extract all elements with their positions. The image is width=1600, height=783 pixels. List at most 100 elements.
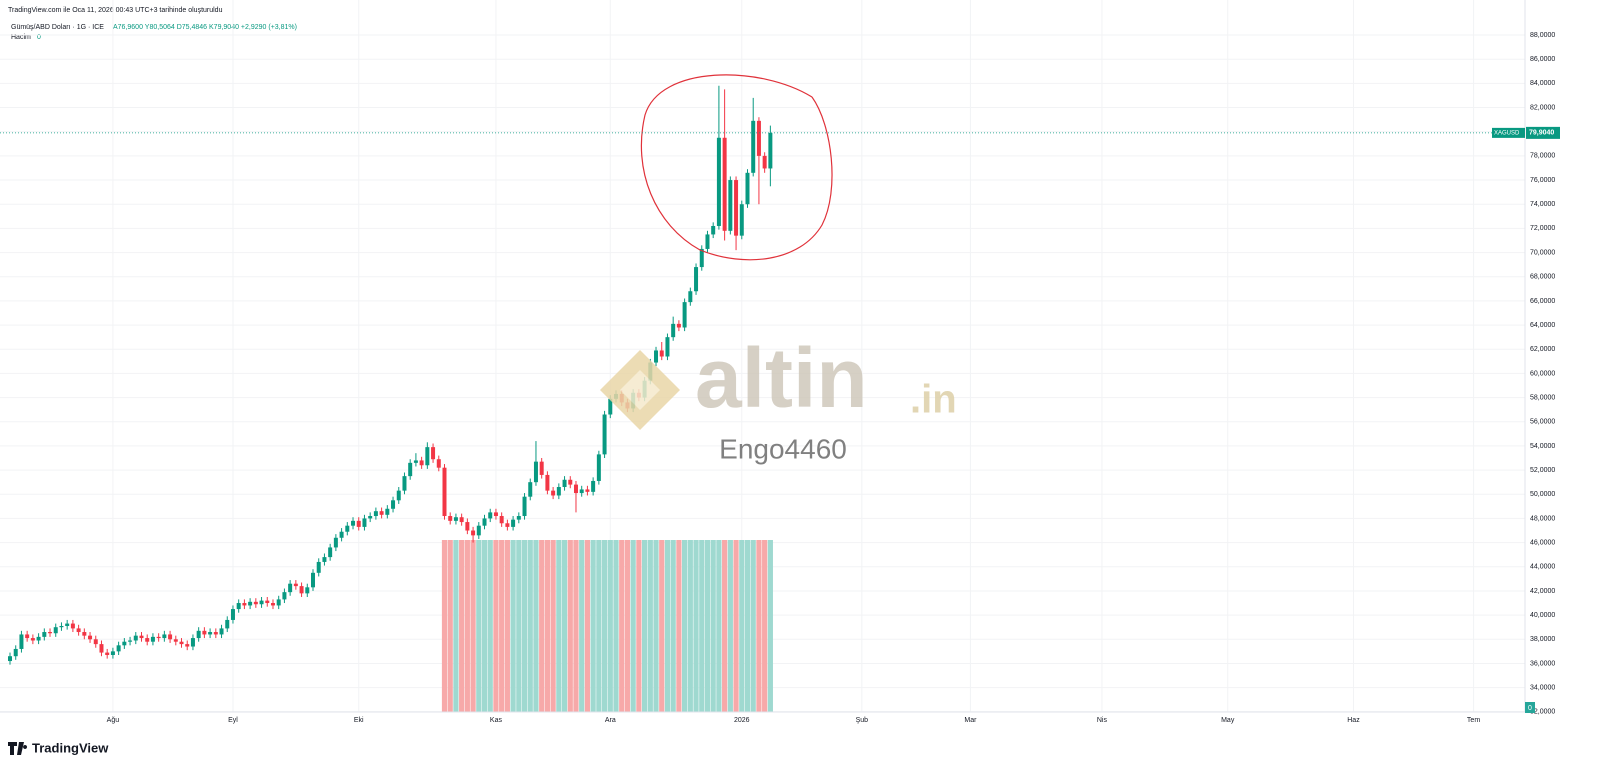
watermark-suffix: .in — [910, 378, 957, 422]
candle-body — [665, 337, 670, 357]
volume-bar — [624, 540, 631, 712]
candle-body — [230, 609, 235, 620]
candle-body — [305, 587, 310, 594]
volume-bar — [470, 540, 476, 712]
candle-body — [408, 462, 413, 477]
volume-bar — [573, 540, 579, 712]
volume-bar — [699, 540, 705, 712]
candle-body — [716, 137, 721, 226]
volume-bar — [561, 540, 568, 712]
candle-body — [528, 482, 533, 497]
y-tick-label: 62,0000 — [1530, 346, 1555, 353]
candle-body — [585, 489, 590, 492]
watermark-user: Engo4460 — [719, 433, 847, 464]
candle-body — [82, 632, 87, 636]
candle-body — [493, 512, 498, 517]
candle-body — [756, 120, 761, 156]
candle-body — [293, 583, 298, 587]
x-tick-label: Haz — [1347, 717, 1360, 724]
volume-bar — [590, 540, 596, 712]
candle-body — [471, 530, 476, 536]
candle-body — [133, 635, 138, 641]
candle-body — [288, 583, 293, 593]
volume-bar — [733, 540, 739, 712]
candle-body — [573, 484, 578, 494]
volume-bar — [521, 540, 528, 712]
y-tick-label: 84,0000 — [1530, 80, 1555, 87]
candle-body — [562, 479, 567, 488]
y-tick-label: 32,0000 — [1530, 709, 1555, 716]
candle-body — [156, 636, 161, 639]
candle-body — [190, 638, 195, 647]
candle-body — [122, 641, 127, 646]
volume-bar — [499, 540, 505, 712]
last-price-label: 79,9040 — [1529, 130, 1554, 137]
volume-bar — [464, 540, 470, 712]
y-tick-label: 36,0000 — [1530, 660, 1555, 667]
tv-logo-mark — [8, 742, 28, 755]
candle-body — [356, 520, 361, 527]
candle-body — [99, 644, 104, 653]
candle-body — [533, 461, 538, 483]
candle-body — [110, 651, 115, 655]
volume-bar — [533, 540, 539, 712]
volume-bar — [601, 540, 608, 712]
candle-body — [499, 516, 504, 524]
candle-body — [225, 619, 230, 629]
volume-bar — [493, 540, 499, 712]
candle-body — [459, 517, 464, 523]
candle-body — [379, 511, 384, 515]
candle-body — [162, 634, 167, 639]
candle-body — [248, 601, 253, 606]
y-tick-label: 40,0000 — [1530, 612, 1555, 619]
candle-body — [728, 180, 733, 231]
volume-bar — [447, 540, 453, 712]
candle-body — [299, 586, 304, 594]
volume-value: 0 — [37, 34, 41, 41]
y-tick-label: 34,0000 — [1530, 684, 1555, 691]
candle-body — [242, 603, 247, 606]
volume-bar — [670, 540, 676, 712]
y-tick-label: 48,0000 — [1530, 515, 1555, 522]
volume-bar — [550, 540, 556, 712]
volume-bar — [619, 540, 625, 712]
volume-bar — [607, 540, 613, 712]
candle-body — [185, 644, 190, 647]
watermark: altin .in Engo4460 — [600, 331, 957, 464]
candle-body — [482, 518, 487, 526]
candle-body — [722, 137, 727, 231]
candle-body — [505, 523, 510, 527]
volume-bar — [544, 540, 550, 712]
volume-bar — [659, 540, 665, 712]
candle-body — [316, 561, 321, 573]
candle-body — [579, 489, 584, 494]
ticker-badge — [1492, 127, 1525, 138]
volume-bar — [682, 540, 688, 712]
y-tick-label: 78,0000 — [1530, 153, 1555, 160]
candle-body — [545, 474, 550, 491]
candle-body — [42, 632, 47, 637]
candle-body — [213, 632, 218, 635]
candle-body — [311, 572, 316, 588]
candle-body — [705, 234, 710, 249]
volume-label: Hacim — [11, 34, 31, 41]
volume-bar — [641, 540, 648, 712]
candle-body — [150, 636, 155, 642]
candle-body — [385, 508, 390, 515]
volume-bar — [487, 540, 493, 712]
candle-body — [654, 350, 659, 363]
candle-body — [116, 645, 121, 652]
y-tick-label: 72,0000 — [1530, 225, 1555, 232]
candle-body — [396, 490, 401, 501]
candle-body — [442, 467, 447, 517]
volume-bar — [584, 540, 591, 712]
volume-bar — [762, 540, 768, 712]
candle-body — [448, 516, 453, 521]
candle-body — [282, 592, 287, 600]
candle-body — [608, 398, 613, 415]
last-price-badge — [1526, 126, 1560, 139]
candle-body — [556, 487, 561, 496]
y-tick-label: 50,0000 — [1530, 491, 1555, 498]
volume-bar — [567, 540, 573, 712]
volume-bar — [453, 540, 459, 712]
